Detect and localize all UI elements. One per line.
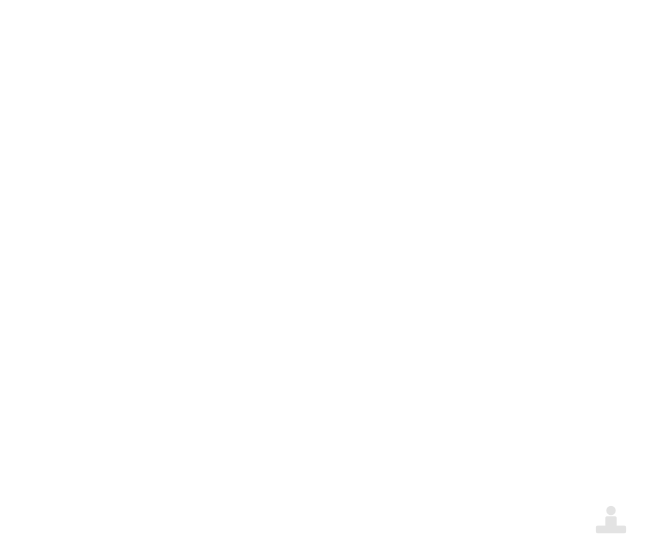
tutor-icon [592,503,630,537]
